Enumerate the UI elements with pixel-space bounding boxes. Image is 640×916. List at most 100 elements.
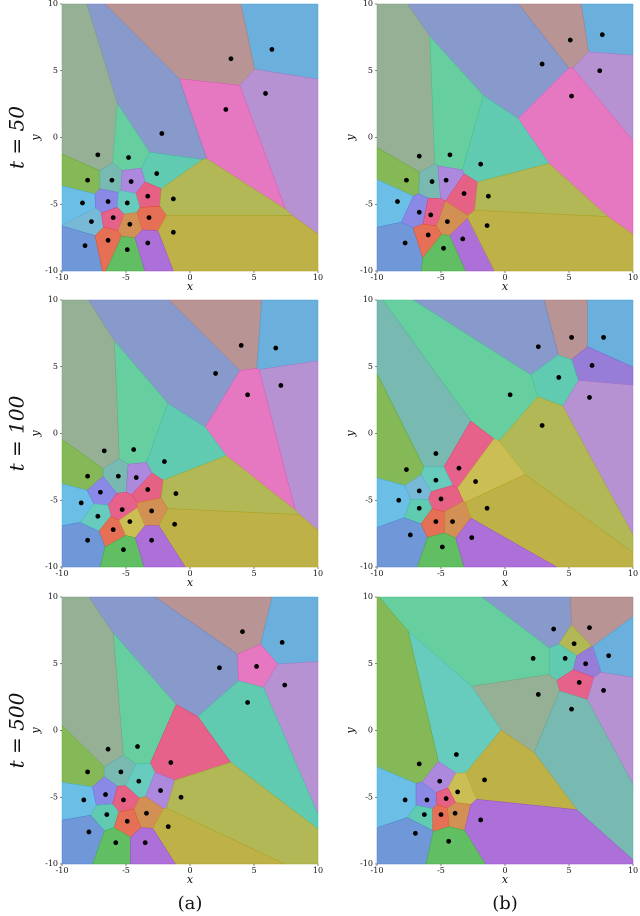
point	[159, 131, 165, 136]
point	[103, 792, 108, 797]
point	[81, 797, 87, 803]
x-tick-label: -10	[56, 569, 69, 578]
point	[245, 700, 251, 705]
panel: -10 -5 0 5 10 -10 -5 0 5 10 x y	[344, 0, 638, 293]
y-tick-label: 10	[48, 295, 58, 304]
column-label: (a)	[178, 893, 203, 914]
y-tick-label: -5	[50, 199, 58, 208]
point	[450, 519, 455, 525]
point	[278, 383, 284, 388]
y-axis-label: y	[29, 727, 42, 735]
x-tick-label: -5	[437, 866, 445, 875]
y-tick-label: -5	[365, 495, 373, 504]
voronoi-cell	[464, 799, 634, 865]
point	[597, 68, 603, 74]
point	[149, 508, 155, 514]
point	[445, 219, 450, 225]
point	[124, 247, 130, 253]
point	[80, 200, 85, 206]
point	[178, 794, 184, 800]
y-tick-label: 0	[53, 726, 58, 735]
point	[438, 496, 444, 502]
x-tick-label: 5	[566, 569, 571, 578]
point	[113, 840, 119, 846]
point	[447, 152, 453, 158]
point	[429, 179, 435, 184]
point	[402, 240, 408, 246]
row-label: t = 500	[5, 692, 29, 768]
point	[86, 829, 92, 835]
point	[589, 363, 595, 368]
voronoi-cell	[130, 827, 176, 865]
y-tick-label: 10	[48, 592, 58, 601]
point	[407, 532, 413, 538]
point	[583, 661, 589, 667]
point	[142, 840, 148, 846]
point	[416, 209, 422, 215]
x-tick-label: -10	[371, 866, 384, 875]
voronoi-cell	[467, 210, 634, 272]
point	[452, 810, 458, 816]
y-axis-label: y	[29, 134, 42, 142]
y-tick-label: -10	[360, 562, 373, 571]
point	[433, 477, 439, 483]
point	[82, 243, 88, 249]
point	[105, 199, 111, 204]
x-axis-label: x	[187, 280, 194, 293]
point	[535, 344, 541, 350]
point	[539, 423, 545, 428]
point	[131, 447, 137, 452]
point	[110, 215, 116, 221]
x-tick-label: 0	[187, 866, 192, 875]
point	[269, 46, 275, 52]
y-tick-label: -10	[45, 562, 58, 571]
point	[85, 177, 90, 183]
point	[115, 473, 121, 479]
point	[95, 513, 101, 519]
x-axis-label: x	[502, 280, 509, 293]
point	[428, 212, 434, 218]
point	[424, 797, 430, 803]
point	[238, 342, 244, 348]
point	[562, 656, 568, 661]
point	[145, 487, 151, 492]
x-tick-label: 5	[251, 273, 256, 282]
x-tick-label: -5	[122, 569, 130, 578]
point	[136, 778, 142, 784]
point	[446, 838, 452, 844]
y-tick-label: 5	[368, 659, 373, 668]
point	[223, 107, 229, 112]
point	[168, 760, 174, 765]
point	[133, 475, 139, 480]
y-tick-label: -5	[365, 199, 373, 208]
column-label: (b)	[492, 893, 518, 914]
point	[478, 161, 484, 167]
point	[413, 830, 418, 836]
point	[228, 56, 234, 62]
voronoi-cell	[134, 229, 174, 272]
point	[213, 371, 219, 376]
y-tick-label: 0	[368, 133, 373, 142]
point	[455, 789, 461, 795]
y-axis-label: y	[344, 430, 357, 438]
point	[279, 639, 285, 645]
x-axis-label: x	[187, 576, 194, 589]
point	[416, 505, 422, 511]
point	[460, 236, 466, 242]
point	[569, 706, 574, 712]
voronoi-cell	[455, 517, 558, 568]
y-axis-label: y	[344, 727, 357, 735]
point	[104, 812, 110, 818]
point	[569, 334, 574, 340]
y-tick-label: -5	[50, 495, 58, 504]
panel: -10 -5 0 5 10 -10 -5 0 5 10 x y	[29, 0, 323, 293]
y-tick-label: 10	[363, 592, 373, 601]
point	[425, 232, 431, 238]
x-tick-label: 5	[251, 569, 256, 578]
panel: -10 -5 0 5 10 -10 -5 0 5 10 x y	[344, 592, 638, 886]
y-tick-label: 5	[53, 66, 58, 75]
point	[571, 641, 577, 647]
x-tick-label: 10	[628, 273, 638, 282]
point	[601, 334, 606, 340]
